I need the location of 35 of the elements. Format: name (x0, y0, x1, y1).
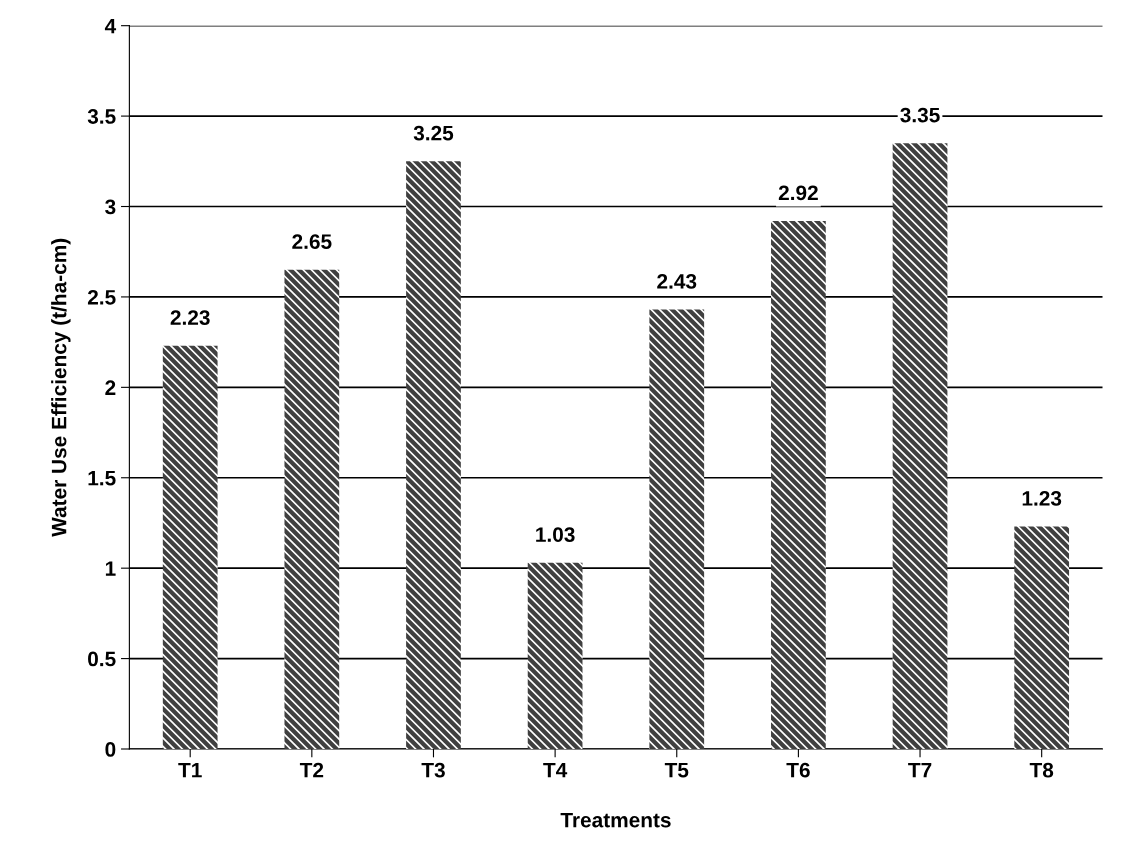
data-label: 2.43 (657, 274, 697, 289)
y-tick-label: 1.5 (88, 470, 116, 486)
y-tick-label: 2.5 (87, 289, 116, 305)
x-tick-label: T7 (908, 762, 932, 778)
y-axis-title: Water Use Efficiency (t/ha-cm) (51, 238, 71, 537)
y-tick-label: 3 (105, 199, 116, 215)
y-tick-label: 2 (105, 380, 116, 395)
x-tick-label: T2 (299, 762, 324, 778)
x-tick-label: T4 (543, 762, 568, 778)
x-tick-label: T3 (421, 762, 445, 778)
bar (284, 269, 340, 749)
bar (1014, 526, 1070, 749)
x-tick-label: T6 (786, 762, 810, 778)
data-label: 2.23 (170, 310, 210, 325)
x-tick-label: T8 (1029, 762, 1054, 778)
y-tick-label: 0 (105, 742, 116, 757)
y-tick-label: 4 (104, 18, 117, 34)
y-tick-label: 1 (105, 561, 116, 576)
data-label: 3.35 (900, 107, 940, 123)
x-axis-title: Treatments (560, 812, 671, 828)
x-tick-label: T1 (178, 762, 202, 778)
data-label: 3.25 (413, 125, 454, 141)
bar (771, 220, 826, 749)
data-label: 1.23 (1022, 491, 1062, 506)
bar (162, 345, 218, 749)
bar (649, 309, 705, 749)
bar (892, 143, 948, 749)
x-tick-label: T5 (664, 762, 689, 778)
y-tick-label: 3.5 (87, 109, 116, 124)
bar (406, 161, 461, 749)
data-label: 1.03 (536, 527, 575, 542)
data-label: 2.92 (778, 185, 818, 201)
bar (527, 562, 583, 749)
data-label: 2.65 (292, 234, 332, 250)
y-tick-label: 0.5 (88, 651, 116, 667)
